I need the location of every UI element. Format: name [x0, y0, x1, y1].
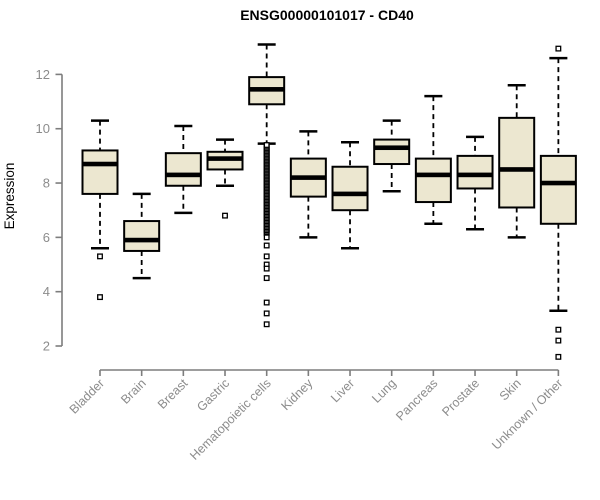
- iqr-box-brain: [123, 220, 161, 252]
- median-line: [249, 87, 285, 92]
- x-tick-label: Liver: [328, 376, 357, 405]
- outlier-point: [263, 299, 270, 306]
- y-tick-label: 8: [43, 176, 50, 191]
- outlier-point: [263, 242, 270, 249]
- iqr-box-skin: [498, 116, 536, 209]
- y-axis-label: Expression: [2, 163, 17, 230]
- y-tick-label: 12: [36, 67, 50, 82]
- iqr-box-pancreas: [414, 157, 452, 204]
- iqr-box-lung: [373, 138, 411, 166]
- outlier-point: [263, 265, 270, 272]
- outlier-point: [263, 142, 270, 148]
- x-tick-label: Kidney: [279, 376, 316, 413]
- outlier-point: [97, 253, 103, 260]
- outlier-point: [263, 234, 270, 241]
- outlier-point: [263, 253, 270, 260]
- x-tick-label: Skin: [497, 376, 524, 403]
- outlier-point: [263, 321, 270, 328]
- y-tick-label: 4: [43, 284, 50, 299]
- outlier-point: [222, 212, 228, 219]
- outlier-point: [97, 294, 103, 301]
- median-line: [290, 175, 326, 180]
- median-line: [165, 172, 201, 178]
- x-tick-label: Gastric: [194, 376, 232, 414]
- outlier-point: [555, 326, 562, 333]
- outlier-point: [263, 275, 270, 282]
- x-tick-label: Brain: [118, 376, 149, 407]
- median-line: [207, 156, 243, 161]
- iqr-box-prostate: [456, 154, 494, 190]
- x-tick-label: Hematopoietic cells: [187, 376, 274, 463]
- iqr-box-bladder: [81, 149, 119, 195]
- median-line: [124, 237, 160, 243]
- x-tick-label: Bladder: [67, 376, 107, 416]
- median-line: [82, 161, 118, 167]
- x-tick-label: Pancreas: [393, 376, 440, 423]
- outlier-point: [555, 353, 562, 360]
- chart-title: ENSG00000101017 - CD40: [240, 7, 414, 23]
- median-line: [457, 172, 493, 178]
- y-tick-label: 10: [36, 121, 50, 136]
- outlier-point: [263, 310, 270, 317]
- y-tick-label: 6: [43, 230, 50, 245]
- plot-area: 2 4 6 8 10 12 Bladder Brain Breast GastricHematop…: [36, 43, 577, 463]
- x-tick-label: Lung: [369, 376, 399, 406]
- outlier-point: [555, 45, 562, 52]
- outlier-point: [555, 337, 562, 344]
- y-tick-label: 2: [43, 339, 50, 354]
- iqr-box-liver: [331, 165, 369, 212]
- median-line: [540, 180, 576, 186]
- x-tick-label: Breast: [155, 376, 191, 412]
- x-tick-label: Unknown / Other: [489, 376, 565, 452]
- median-line: [332, 191, 368, 197]
- x-tick-label: Prostate: [439, 376, 482, 419]
- median-line: [374, 145, 410, 151]
- median-line: [415, 172, 451, 178]
- iqr-box-breast: [164, 152, 202, 187]
- median-line: [499, 167, 535, 172]
- iqr-box-unknown-other: [539, 154, 577, 225]
